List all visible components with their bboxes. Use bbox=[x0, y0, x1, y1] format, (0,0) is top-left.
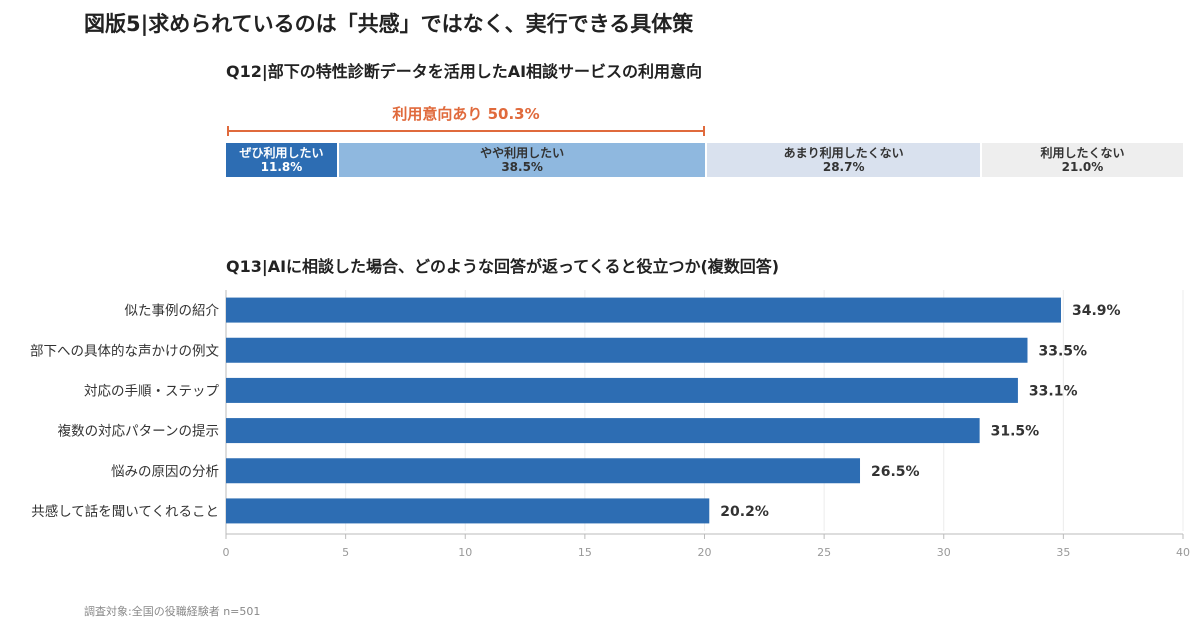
data-label: 20.2% bbox=[720, 504, 769, 520]
q12-segment-value: 38.5% bbox=[501, 160, 543, 174]
q12-segment: あまり利用したくない 28.7% bbox=[707, 143, 983, 177]
category-label: 対応の手順・ステップ bbox=[84, 383, 219, 399]
bar bbox=[226, 377, 1018, 403]
data-label: 34.9% bbox=[1072, 303, 1121, 319]
footnote: 調査対象:全国の役職経験者 n=501 bbox=[84, 605, 261, 618]
bar bbox=[226, 418, 980, 444]
data-label: 33.1% bbox=[1029, 383, 1078, 399]
bracket-line bbox=[227, 130, 705, 132]
q12-stacked-bar: ぜひ利用したい 11.8% やや利用したい 38.5% あまり利用したくない 28.7% 利… bbox=[226, 143, 1183, 177]
bracket-left-cap bbox=[227, 126, 229, 136]
category-label: 共感して話を聞いてくれること bbox=[31, 503, 219, 520]
x-tick-label: 35 bbox=[1056, 546, 1070, 559]
page-title: 図版5|求められているのは「共感」ではなく、実行できる具体策 bbox=[84, 12, 694, 36]
data-label: 31.5% bbox=[991, 424, 1040, 440]
q12-segment-label: ぜひ利用したい bbox=[239, 146, 324, 160]
x-tick-label: 30 bbox=[937, 546, 951, 559]
category-label: 似た事例の紹介 bbox=[125, 303, 220, 319]
data-label: 33.5% bbox=[1038, 343, 1087, 359]
q12-segment-label: 利用したくない bbox=[1040, 146, 1125, 160]
q12-segment-value: 28.7% bbox=[822, 160, 865, 174]
x-tick-label: 10 bbox=[458, 546, 472, 559]
x-tick-label: 40 bbox=[1176, 546, 1190, 559]
x-tick-label: 25 bbox=[817, 546, 831, 559]
x-tick-label: 0 bbox=[223, 546, 230, 559]
q12-segment-value: 21.0% bbox=[1061, 160, 1104, 174]
q12-segment: ぜひ利用したい 11.8% bbox=[226, 143, 339, 177]
q12-segment-label: やや利用したい bbox=[480, 146, 565, 160]
q13-title: Q13|AIに相談した場合、どのような回答が返ってくると役立つか(複数回答) bbox=[226, 257, 780, 276]
x-tick-label: 15 bbox=[578, 546, 592, 559]
intent-bracket-label: 利用意向あり 50.3% bbox=[392, 105, 540, 123]
x-tick-label: 5 bbox=[342, 546, 349, 559]
q12-title: Q12|部下の特性診断データを活用したAI相談サービスの利用意向 bbox=[226, 62, 703, 81]
bar bbox=[226, 297, 1061, 323]
bar bbox=[226, 498, 710, 524]
bracket-right-cap bbox=[703, 126, 705, 136]
category-label: 部下への具体的な声かけの例文 bbox=[30, 343, 219, 359]
q12-segment: やや利用したい 38.5% bbox=[338, 143, 708, 177]
data-label: 26.5% bbox=[871, 464, 920, 480]
intent-bracket bbox=[227, 126, 705, 136]
category-label: 悩みの原因の分析 bbox=[111, 464, 219, 480]
category-label: 複数の対応パターンの提示 bbox=[58, 423, 219, 440]
x-tick-label: 20 bbox=[698, 546, 712, 559]
q12-segment-value: 11.8% bbox=[260, 160, 303, 174]
bar bbox=[226, 337, 1028, 363]
bar bbox=[226, 458, 861, 484]
q12-segment-label: あまり利用したくない bbox=[783, 146, 904, 160]
q12-segment: 利用したくない 21.0% bbox=[982, 143, 1183, 177]
